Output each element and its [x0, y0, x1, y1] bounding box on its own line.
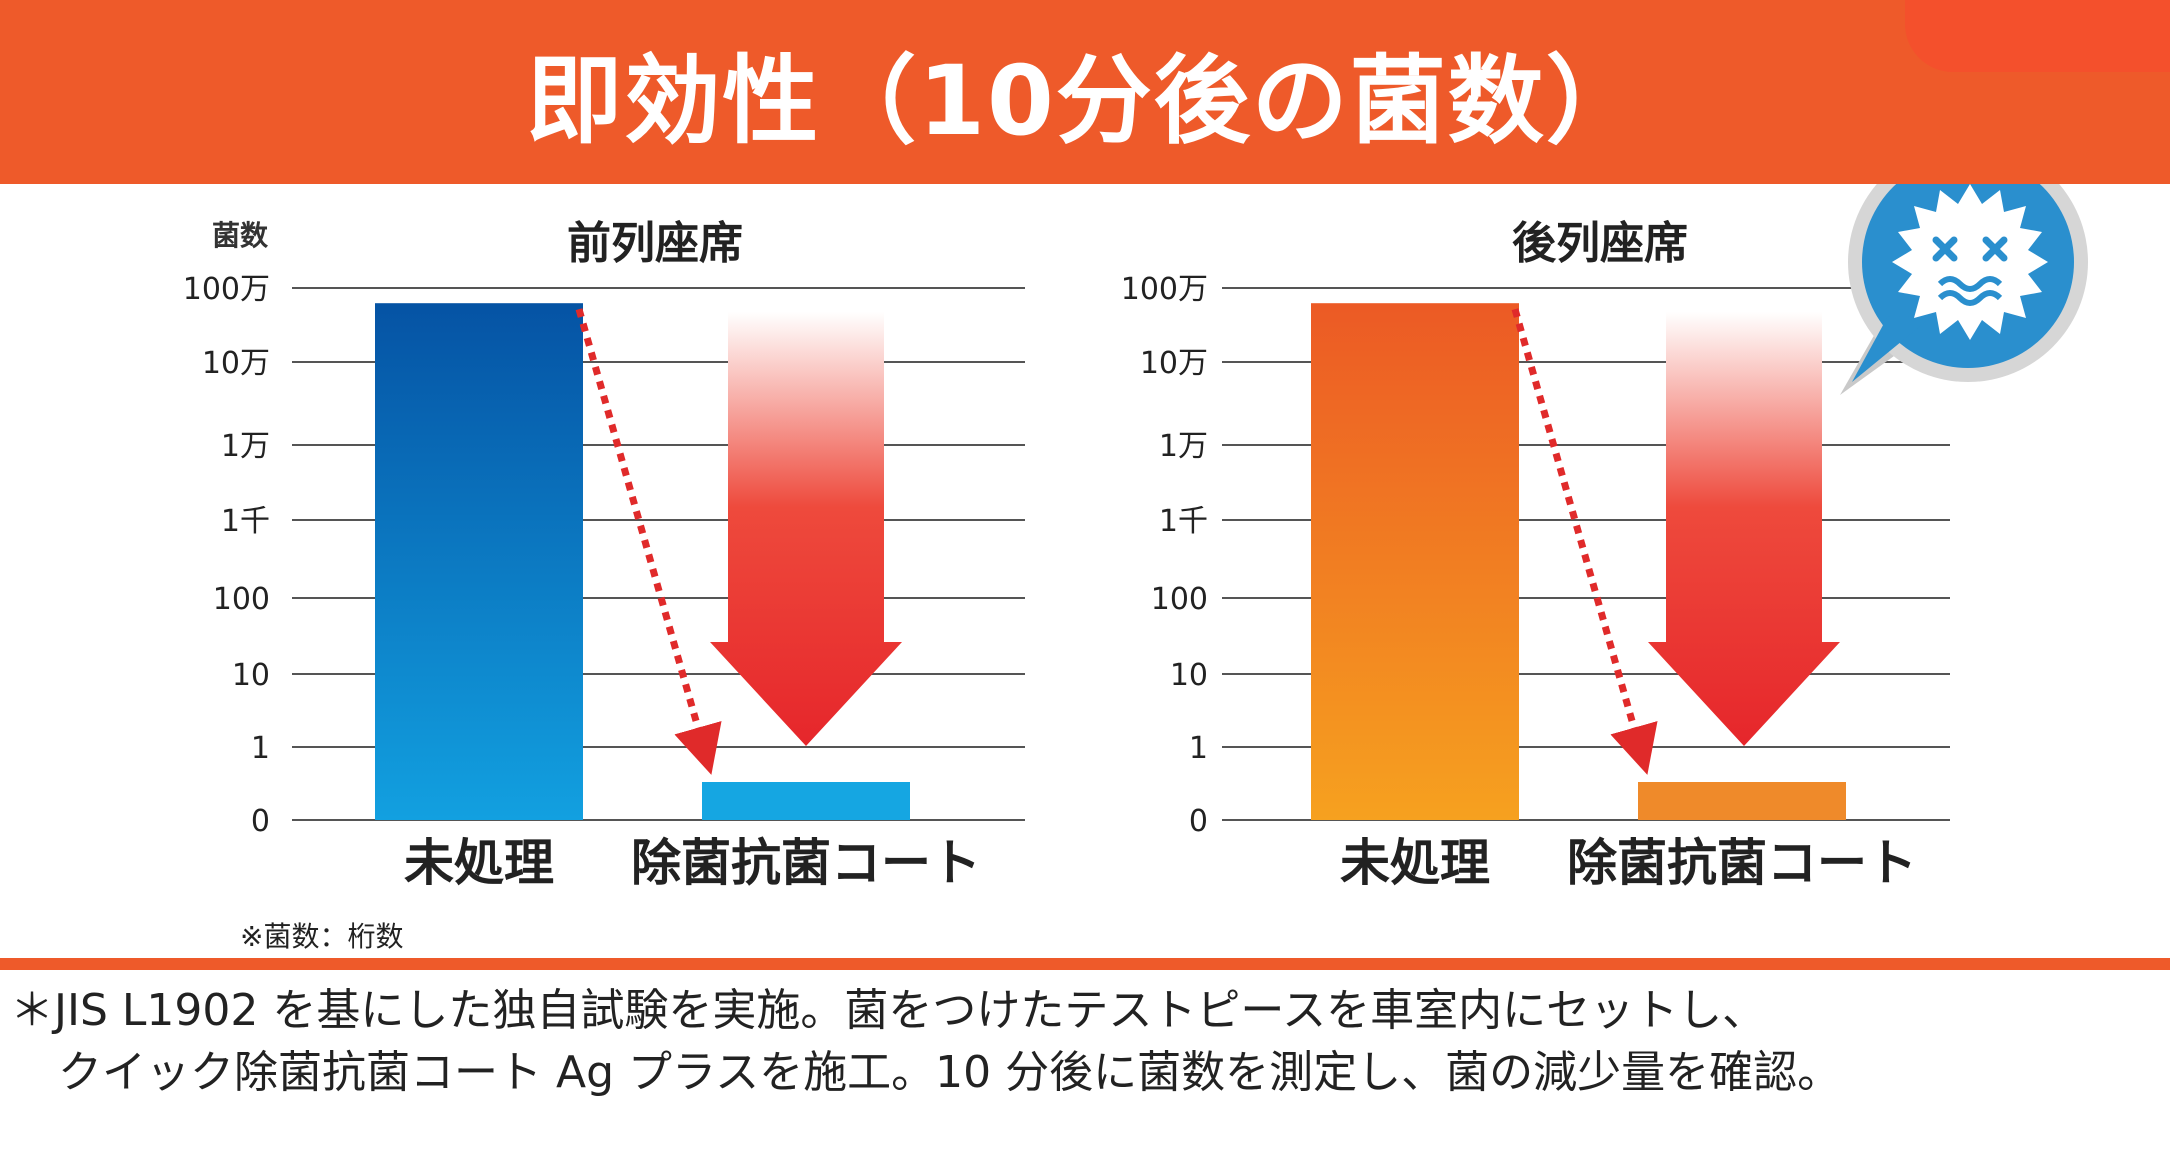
bar-coated: [1638, 782, 1846, 820]
y-tick-label: 1万: [1159, 429, 1208, 464]
y-axis-label: 菌数: [212, 219, 269, 252]
y-tick-label: 100万: [1121, 272, 1208, 307]
y-tick-label: 0: [1189, 804, 1208, 839]
page-title: 即効性（10分後の菌数）: [526, 44, 1644, 157]
chart-title: 後列座席: [1512, 218, 1688, 269]
bar-coated: [702, 782, 910, 820]
section-divider: [0, 958, 2170, 970]
y-tick-label: 1: [1189, 731, 1208, 766]
y-tick-label: 10万: [1140, 346, 1208, 381]
banner-corner-accent: [1905, 0, 2170, 72]
scale-note: ※菌数：桁数: [240, 920, 403, 953]
bar-untreated: [1311, 303, 1519, 820]
category-label: 除菌抗菌コート: [1567, 834, 1917, 892]
bacteria-dizzy-icon: [1840, 184, 2088, 395]
category-label: 未処理: [404, 834, 554, 892]
y-tick-label: 1万: [221, 429, 270, 464]
chart-title: 前列座席: [567, 218, 743, 269]
y-tick-label: 1: [251, 731, 270, 766]
y-tick-label: 100: [213, 582, 270, 617]
footnote-line-2: クイック除菌抗菌コート Ag プラスを施工。10 分後に菌数を測定し、菌の減少量…: [58, 1047, 1842, 1098]
category-label: 除菌抗菌コート: [631, 834, 981, 892]
footnote: ＊JIS L1902 を基にした独自試験を実施。菌をつけたテストピースを車室内に…: [10, 980, 2160, 1104]
y-tick-label: 100万: [183, 272, 270, 307]
title-banner: [0, 0, 2170, 184]
bar-untreated: [375, 303, 583, 820]
reduction-dotted-arrow: [1511, 308, 1658, 775]
y-tick-label: 10: [1170, 658, 1208, 693]
reduction-dotted-arrow: [575, 308, 722, 775]
y-tick-label: 1千: [1159, 504, 1208, 539]
y-tick-label: 0: [251, 804, 270, 839]
y-tick-label: 10: [232, 658, 270, 693]
y-tick-label: 1千: [221, 504, 270, 539]
category-label: 未処理: [1340, 834, 1490, 892]
down-arrow-icon: [710, 312, 902, 746]
y-tick-label: 10万: [202, 346, 270, 381]
y-tick-label: 100: [1151, 582, 1208, 617]
down-arrow-icon: [1648, 312, 1840, 746]
footnote-line-1: ＊JIS L1902 を基にした独自試験を実施。菌をつけたテストピースを車室内に…: [10, 985, 1767, 1036]
